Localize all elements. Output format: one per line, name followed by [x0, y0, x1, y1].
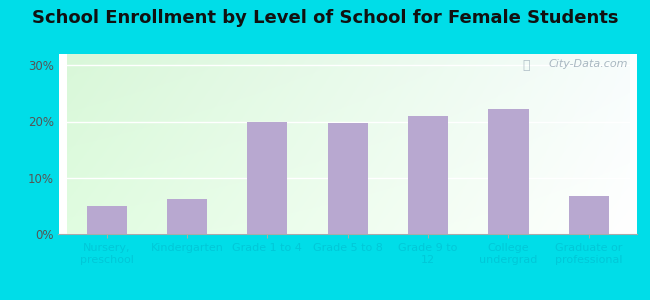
Bar: [167, 199, 207, 234]
Bar: [488, 109, 528, 234]
Bar: [408, 116, 448, 234]
Bar: [247, 122, 287, 234]
Bar: [328, 123, 368, 234]
Text: ⦾: ⦾: [523, 59, 530, 72]
Text: City-Data.com: City-Data.com: [549, 59, 629, 69]
Text: School Enrollment by Level of School for Female Students: School Enrollment by Level of School for…: [32, 9, 618, 27]
Bar: [86, 206, 127, 234]
Bar: [569, 196, 609, 234]
